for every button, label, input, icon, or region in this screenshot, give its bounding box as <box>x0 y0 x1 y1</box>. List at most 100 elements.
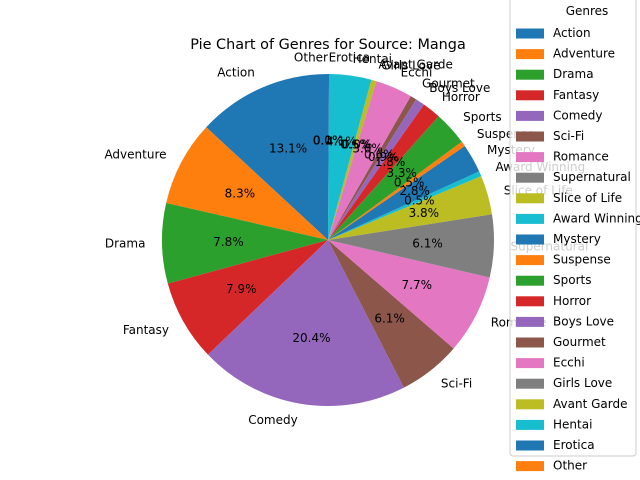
slice-percent-erotica: 0.1% <box>313 133 344 147</box>
slice-label-erotica: Erotica <box>329 50 371 64</box>
slice-percent-supernatural: 6.1% <box>412 237 443 251</box>
slice-percent-fantasy: 7.9% <box>226 282 257 296</box>
slice-percent-mystery: 2.8% <box>399 184 430 198</box>
pie-slice-slice-of-life <box>328 176 492 240</box>
slice-percent-comedy: 20.4% <box>292 331 330 345</box>
slice-label-action: Action <box>217 66 255 80</box>
legend-swatch-avant-garde <box>516 399 544 410</box>
legend-swatch-supernatural <box>516 172 544 183</box>
legend-label-adventure: Adventure <box>553 47 615 61</box>
chart-title: Pie Chart of Genres for Source: Manga <box>190 37 466 53</box>
pie-slice-suspense <box>328 141 465 240</box>
slice-percent-drama: 7.8% <box>213 235 244 249</box>
legend-label-action: Action <box>553 26 591 40</box>
legend-swatch-action <box>516 28 544 39</box>
legend-label-sci-fi: Sci-Fi <box>553 129 584 143</box>
legend-swatch-mystery <box>516 234 544 245</box>
legend-swatch-award-winning <box>516 213 544 224</box>
legend-label-drama: Drama <box>553 67 594 81</box>
legend-swatch-adventure <box>516 49 544 60</box>
pie-slices <box>162 73 494 406</box>
slice-percent-romance: 7.7% <box>402 278 433 292</box>
slice-label-comedy: Comedy <box>248 413 298 427</box>
legend-swatch-drama <box>516 69 544 80</box>
slice-label-hentai: Hentai <box>353 52 392 66</box>
pie-slice-romance <box>328 240 490 349</box>
legend-swatch-horror <box>516 296 544 307</box>
slice-label-adventure: Adventure <box>104 148 166 162</box>
slice-percent-action: 13.1% <box>269 142 307 156</box>
legend-label-girls-love: Girls Love <box>553 376 612 390</box>
legend-swatch-slice-of-life <box>516 193 544 204</box>
slice-percent-sports: 3.3% <box>386 166 417 180</box>
legend-items: Action Adventure Drama Fantasy Comedy Sci-Fi R… <box>516 26 640 473</box>
legend-label-supernatural: Supernatural <box>553 170 631 184</box>
slice-label-avant-garde: Avant Garde <box>378 58 452 72</box>
slice-percent-suspense: 0.5% <box>394 175 425 189</box>
slice-percent-avant-garde: 0.5% <box>340 137 371 151</box>
slice-label-drama: Drama <box>105 237 146 251</box>
legend-title: Genres <box>566 4 609 18</box>
legend-swatch-sports <box>516 275 544 286</box>
legend-label-boys-love: Boys Love <box>553 314 614 328</box>
slice-percent-other: 0.0% <box>313 133 344 147</box>
legend-label-sports: Sports <box>553 273 591 287</box>
legend-swatch-girls-love <box>516 378 544 389</box>
slice-label-other: Other <box>294 50 328 64</box>
slice-percent-award-winning: 0.5% <box>404 193 435 207</box>
legend-swatch-suspense <box>516 255 544 266</box>
slice-percent-girls-love: 0.0% <box>342 138 373 152</box>
slice-label-gourmet: Gourmet <box>422 76 475 90</box>
legend-label-suspense: Suspense <box>553 253 611 267</box>
slice-percent-slice-of-life: 3.8% <box>409 206 440 220</box>
legend-label-mystery: Mystery <box>553 232 601 246</box>
legend-swatch-sci-fi <box>516 131 544 142</box>
pie-slice-drama <box>162 202 328 284</box>
legend-swatch-boys-love <box>516 316 544 327</box>
pie-slice-horror <box>328 104 439 240</box>
slice-label-ecchi: Ecchi <box>401 65 433 79</box>
legend: Genres Action Adventure Drama Fantasy Comedy… <box>509 0 640 473</box>
slice-percent-hentai: 4.1% <box>326 134 357 148</box>
legend-label-hentai: Hentai <box>553 417 592 431</box>
legend-label-romance: Romance <box>553 150 609 164</box>
slice-percent-gourmet: 0.6% <box>364 148 395 162</box>
pie-slice-gourmet <box>328 96 417 240</box>
slice-label-girls-love: Girls Love <box>381 58 440 72</box>
legend-label-horror: Horror <box>553 294 591 308</box>
legend-label-avant-garde: Avant Garde <box>553 397 627 411</box>
slice-label-fantasy: Fantasy <box>123 323 169 337</box>
legend-swatch-gourmet <box>516 337 544 348</box>
legend-label-ecchi: Ecchi <box>553 356 585 370</box>
slice-label-sci-fi: Sci-Fi <box>441 377 472 391</box>
pie-slice-award-winning <box>328 171 482 240</box>
slice-label-sports: Sports <box>463 110 501 124</box>
pie-slice-comedy <box>207 240 404 406</box>
slice-percent-horror: 1.8% <box>375 155 406 169</box>
legend-label-award-winning: Award Winning <box>553 211 640 225</box>
pie-slice-erotica <box>328 73 330 240</box>
slice-percent-adventure: 8.3% <box>225 186 256 200</box>
legend-label-comedy: Comedy <box>553 108 603 122</box>
pie-slice-avant-garde <box>328 79 377 240</box>
legend-swatch-ecchi <box>516 358 544 369</box>
legend-label-fantasy: Fantasy <box>553 88 599 102</box>
legend-swatch-romance <box>516 152 544 163</box>
pie-slice-hentai <box>328 74 372 240</box>
pie-slice-mystery <box>328 145 480 240</box>
legend-label-slice-of-life: Slice of Life <box>553 191 622 205</box>
pie-slice-adventure <box>166 127 328 240</box>
pie-slice-action <box>206 74 328 240</box>
pie-slice-ecchi <box>328 81 411 240</box>
legend-swatch-comedy <box>516 110 544 121</box>
legend-swatch-hentai <box>516 419 544 430</box>
slice-percent-sci-fi: 6.1% <box>374 311 405 325</box>
legend-swatch-fantasy <box>516 90 544 101</box>
pie-slice-boys-love <box>328 99 424 240</box>
slice-percent-ecchi: 3.6% <box>352 142 383 156</box>
slice-percent-boys-love: 0.9% <box>368 150 399 164</box>
pie-slice-fantasy <box>167 240 328 355</box>
legend-swatch-erotica <box>516 440 544 451</box>
legend-label-other: Other <box>553 459 587 473</box>
